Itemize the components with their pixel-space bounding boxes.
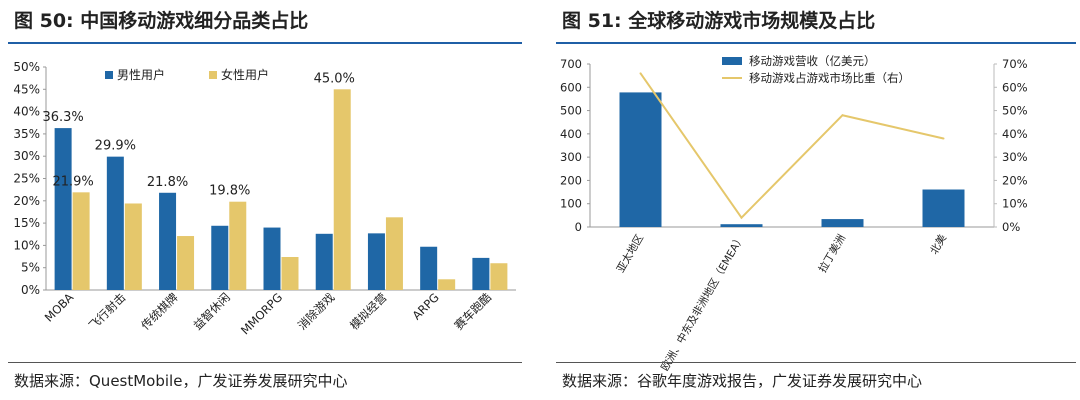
bar-revenue-1	[720, 224, 763, 227]
bar-female-6	[385, 217, 403, 290]
bar-male-5	[315, 233, 333, 290]
figure-51-title: 图 51: 全球移动游戏市场规模及占比	[562, 10, 876, 32]
line-point-0	[639, 72, 642, 75]
legend-label-revenue: 移动游戏营收（亿美元）	[749, 54, 876, 68]
y-tick-label: 25%	[13, 172, 40, 186]
bar-female-7	[438, 279, 456, 290]
y-tick-label: 5%	[21, 261, 40, 275]
legend-label-female: 女性用户	[221, 67, 269, 82]
data-label-male: 36.3%	[42, 110, 83, 125]
bar-female-8	[490, 263, 508, 290]
y-tick-label: 0%	[21, 283, 40, 297]
right-tick-label: 20%	[1002, 173, 1028, 187]
line-point-2	[841, 114, 844, 117]
bar-revenue-3	[922, 189, 965, 227]
right-tick-label: 0%	[1002, 220, 1020, 234]
x-category-label: 亚太地区	[614, 232, 646, 275]
line-share-series	[639, 72, 944, 220]
x-category-label: 北美	[927, 232, 949, 257]
legend-label-share: 移动游戏占游戏市场比重（右）	[749, 71, 910, 85]
right-tick-label: 40%	[1002, 127, 1028, 141]
data-label-female: 21.9%	[52, 174, 93, 189]
right-tick-label: 10%	[1002, 197, 1028, 211]
bar-female-3	[229, 201, 247, 290]
right-tick-label: 60%	[1002, 80, 1028, 94]
x-category-label: 传统棋牌	[138, 290, 180, 332]
figure-50-panel: 图 50: 中国移动游戏细分品类占比 0% 5% 10% 15% 20% 25% 30% 35…	[0, 0, 530, 400]
figure-51-panel: 图 51: 全球移动游戏市场规模及占比 0 100 200 300 400 500 600 7…	[556, 0, 1080, 400]
data-label-male: 29.9%	[95, 139, 136, 154]
figure-51-title-rule	[556, 42, 1076, 44]
left-tick-label: 100	[560, 197, 582, 211]
x-category-label: 益智休闲	[190, 290, 232, 332]
y-tick-label: 45%	[13, 82, 40, 96]
figure-50-footer-rule	[8, 362, 522, 363]
legend-label-male: 男性用户	[117, 67, 165, 82]
line-point-1	[740, 216, 743, 219]
bar-male-3	[211, 225, 229, 290]
bar-female-1	[124, 203, 142, 290]
bar-male-6	[367, 233, 385, 290]
bar-revenue-0	[619, 92, 662, 227]
left-tick-label: 700	[560, 57, 582, 71]
bar-revenue-2	[821, 219, 864, 227]
left-tick-label: 600	[560, 80, 582, 94]
legend-swatch-revenue	[722, 57, 742, 65]
legend-swatch-male	[105, 71, 113, 79]
bar-male-4	[263, 227, 281, 290]
bar-female-4	[281, 256, 299, 290]
data-label-female: 45.0%	[314, 71, 355, 86]
data-label-female: 19.8%	[209, 184, 250, 199]
right-tick-label: 70%	[1002, 57, 1028, 71]
bar-female-0	[72, 192, 90, 290]
legend-swatch-female	[209, 71, 217, 79]
x-category-label: 欧洲、中东及非洲地区（EMEA）	[658, 232, 747, 373]
figure-51-chart: 0 100 200 300 400 500 600 700 0% 10% 20% 30% 40% 50% 6…	[560, 54, 1028, 373]
x-category-label: 赛车跑酷	[452, 290, 495, 333]
figure-51-footer-rule	[556, 362, 1076, 363]
x-category-label: 模拟经营	[347, 290, 389, 332]
left-tick-label: 300	[560, 150, 582, 164]
left-tick-label: 0	[575, 220, 582, 234]
y-tick-label: 10%	[13, 238, 40, 252]
x-category-label: ARPG	[409, 290, 441, 322]
line-point-3	[942, 137, 945, 140]
figure-50-title-rule	[8, 42, 522, 44]
figure-51-source: 数据来源：谷歌年度游戏报告，广发证券发展研究中心	[562, 372, 923, 390]
x-category-label: 拉丁美洲	[816, 232, 848, 275]
bar-male-2	[159, 192, 177, 290]
data-label-male: 21.8%	[147, 175, 188, 190]
left-tick-label: 200	[560, 173, 582, 187]
bar-male-8	[472, 257, 490, 290]
left-tick-label: 400	[560, 127, 582, 141]
left-tick-label: 500	[560, 104, 582, 118]
figure-50-title: 图 50: 中国移动游戏细分品类占比	[14, 10, 309, 32]
x-category-label: MOBA	[42, 290, 77, 325]
bar-female-2	[177, 236, 195, 290]
y-tick-label: 15%	[13, 216, 40, 230]
x-category-label: 飞行射击	[86, 290, 128, 332]
right-tick-label: 50%	[1002, 104, 1028, 118]
right-tick-label: 30%	[1002, 150, 1028, 164]
y-tick-label: 40%	[13, 105, 40, 119]
y-tick-label: 50%	[13, 60, 40, 74]
bar-male-1	[106, 156, 124, 290]
bar-female-5	[333, 89, 351, 290]
x-category-label: 消除游戏	[295, 290, 338, 333]
y-tick-label: 20%	[13, 194, 40, 208]
y-tick-label: 35%	[13, 127, 40, 141]
bar-male-0	[54, 128, 72, 290]
figure-50-source: 数据来源：QuestMobile，广发证券发展研究中心	[14, 372, 348, 390]
x-category-label: MMORPG	[238, 290, 285, 337]
bar-male-7	[420, 246, 438, 290]
y-tick-label: 30%	[13, 149, 40, 163]
figure-50-chart: 0% 5% 10% 15% 20% 25% 30% 35% 40% 45% 50% MOBA 36.3%…	[13, 60, 516, 337]
